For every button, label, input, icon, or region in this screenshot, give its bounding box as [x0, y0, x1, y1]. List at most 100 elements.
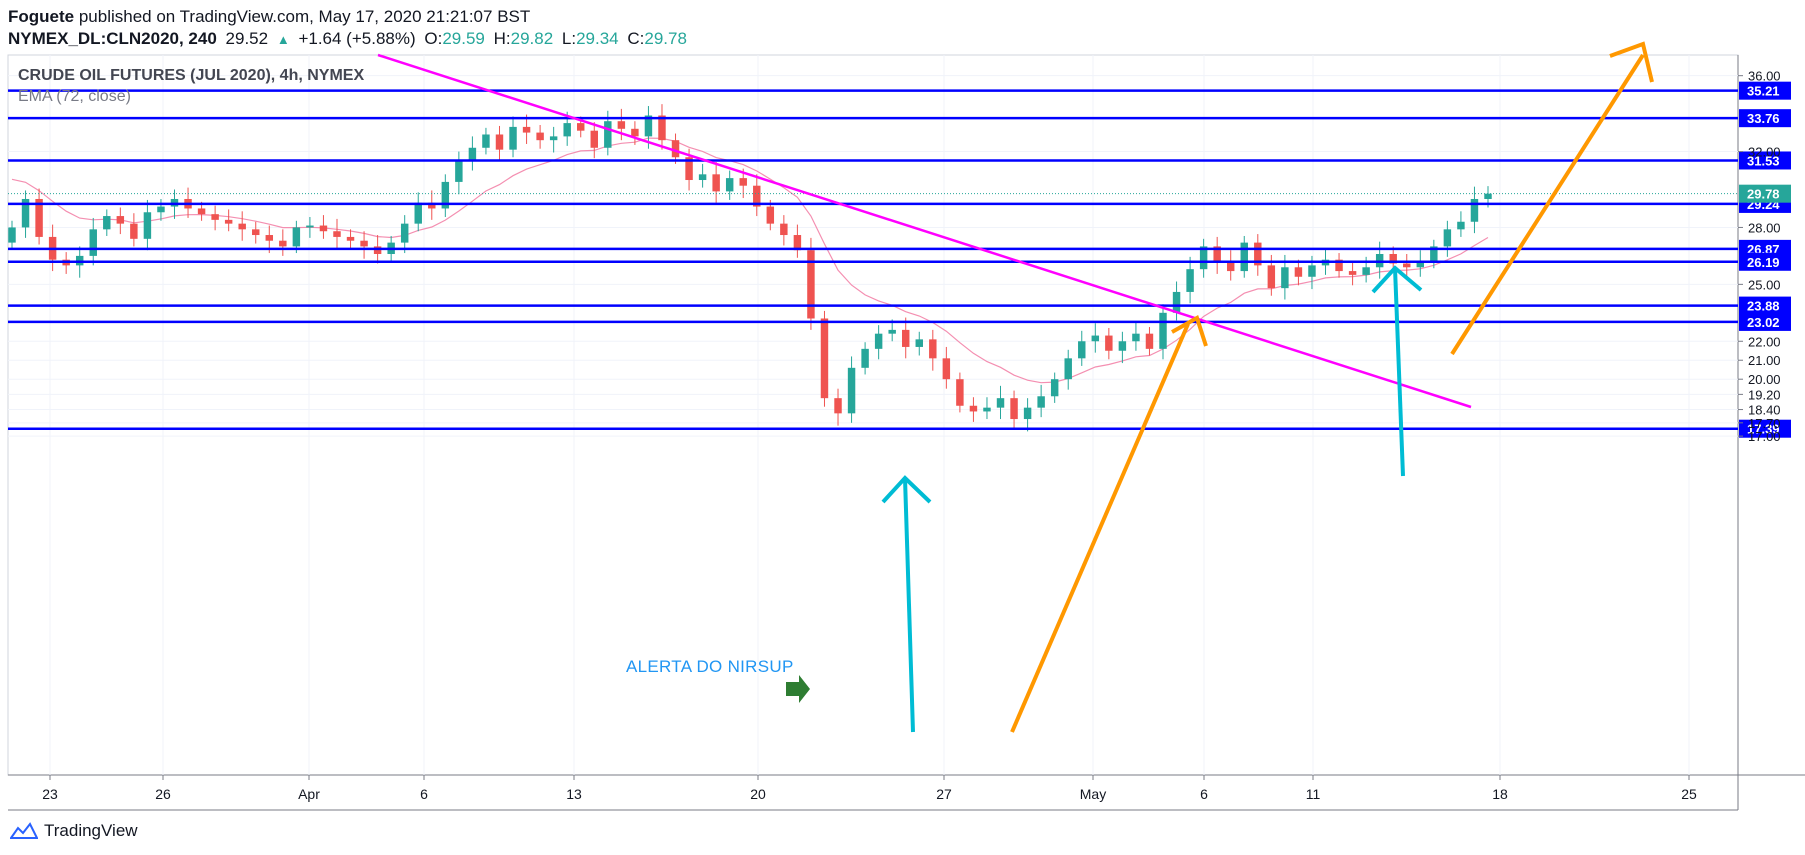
chart-grid [7, 54, 1805, 811]
candle-body [617, 121, 626, 129]
candle-body [712, 174, 720, 192]
publish-info: Foguete published on TradingView.com, Ma… [8, 7, 530, 27]
candle-body [536, 132, 544, 141]
close-value: 29.78 [644, 29, 687, 48]
candle-body [265, 235, 274, 241]
orange-arrowhead-1 [1171, 315, 1208, 347]
candle-body [1145, 333, 1154, 349]
date-tick-label: 11 [1306, 786, 1321, 802]
candle-body [130, 223, 138, 239]
plot-frame [7, 54, 1739, 776]
orange-trend-line-1 [1010, 323, 1190, 733]
cyan-arrow-shaft-2 [1393, 267, 1405, 477]
candle-body [1457, 221, 1465, 230]
last-price-label: 29.78 [1747, 187, 1780, 202]
author-name[interactable]: Foguete [8, 7, 75, 26]
date-tick-label: 6 [420, 786, 428, 802]
candle-body [1294, 267, 1303, 277]
candle-body [252, 229, 260, 236]
up-triangle-icon: ▲ [276, 32, 290, 47]
candle-body [1132, 333, 1140, 342]
price-tick-label: 19.20 [1748, 387, 1781, 402]
candle-body [563, 123, 571, 137]
candle-body [509, 126, 517, 150]
candle-body [1267, 265, 1276, 289]
close-label: C: [627, 29, 645, 48]
candle-body [820, 318, 829, 399]
price-axis[interactable]: 36.00 32.00 28.00 25.00 22.00 21.00 20.0019.20… [1738, 69, 1781, 444]
candle-body [157, 206, 165, 213]
date-tick-label: May [1080, 786, 1106, 802]
candle-body [725, 178, 734, 192]
candle-body [1213, 246, 1221, 262]
tradingview-logo[interactable]: TradingView [10, 821, 138, 841]
tradingview-logo-icon [10, 822, 38, 839]
candle-body [400, 223, 409, 243]
candle-body [631, 128, 639, 137]
date-tick-label: 18 [1492, 786, 1508, 802]
candle-body [1403, 263, 1411, 268]
candle-body [956, 379, 964, 406]
horizontal-levels: 35.2133.7631.5329.2426.8726.1923.8823.02… [8, 81, 1791, 438]
candle-body [1416, 261, 1425, 268]
candle-body [455, 161, 463, 182]
candle-body [1240, 242, 1248, 272]
chart-title: CRUDE OIL FUTURES (JUL 2020), 4h, NYMEX [18, 67, 365, 84]
time-axis[interactable]: 23 26 Apr 6 13 20 27 May 6 11 18 25 [42, 775, 1697, 802]
orange-trend-line-2 [1450, 53, 1645, 356]
cyan-arrowhead-1 [881, 475, 932, 504]
candle-body [1470, 198, 1479, 222]
level-label-bg [1739, 109, 1791, 128]
level-label: 17.39 [1747, 422, 1780, 437]
candle-body [1484, 193, 1492, 199]
price-tick-label: 36.00 [1748, 69, 1781, 84]
low-value: 29.34 [576, 29, 619, 48]
date-tick-label: 25 [1681, 786, 1697, 802]
candle-body [1335, 259, 1343, 272]
candle-body [373, 246, 382, 254]
right-arrow-icon [786, 675, 810, 703]
price-tick-label: 22.00 [1748, 334, 1781, 349]
candle-body [861, 348, 869, 368]
candle-body [644, 115, 653, 137]
candle-body [753, 185, 761, 207]
date-tick-label: 27 [936, 786, 952, 802]
candle-body [1186, 269, 1194, 292]
candle-body [888, 329, 896, 334]
candle-body [780, 223, 788, 236]
candle-body [482, 134, 490, 148]
symbol-ohlc: NYMEX_DL:CLN2020, 240 29.52 ▲ +1.64 (+5.… [8, 29, 691, 49]
level-label-bg [1739, 419, 1791, 438]
date-tick-label: 13 [566, 786, 582, 802]
candle-body [739, 178, 747, 186]
level-label-bg [1739, 252, 1791, 271]
candle-body [834, 398, 842, 414]
candle-body [306, 225, 314, 228]
indicator-legend[interactable]: EMA (72, close) [18, 88, 131, 105]
candle-body [1281, 267, 1289, 289]
candle-body [942, 358, 951, 380]
candle-body [902, 329, 910, 347]
candle-body [8, 227, 16, 243]
price-tick-label: 21.00 [1748, 353, 1781, 368]
candle-body [969, 405, 978, 412]
open-label: O: [424, 29, 443, 48]
candle-body [915, 339, 923, 347]
candle-body [671, 140, 680, 158]
price-tick-label: 25.00 [1748, 277, 1781, 292]
candle-body [1254, 242, 1262, 266]
ema-line [11, 137, 1489, 384]
cyan-arrowhead-2 [1371, 265, 1423, 294]
candle-body [495, 134, 504, 150]
price-tick-label: 18.40 [1748, 403, 1781, 418]
candle-body [333, 231, 341, 237]
price-tick-label: 20.00 [1748, 372, 1781, 387]
candle-body [766, 206, 775, 224]
price-tick-label: 32.00 [1748, 145, 1781, 160]
candle-body [1078, 341, 1086, 359]
brand-name: TradingView [44, 821, 138, 840]
candle-body [1443, 229, 1452, 247]
price-tick-label: 17.00 [1748, 429, 1781, 444]
last-price: 29.52 [225, 29, 269, 48]
